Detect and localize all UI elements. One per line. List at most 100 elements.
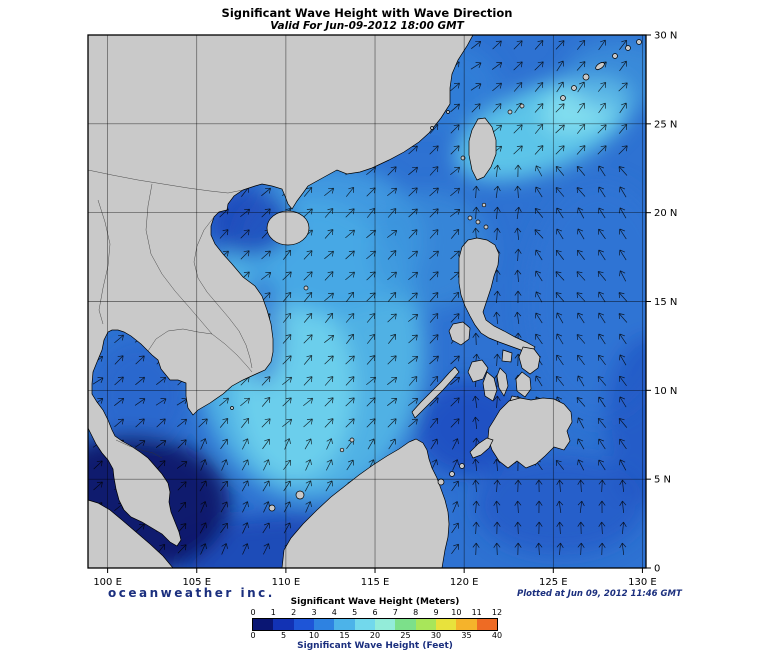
legend-meters-tick: 3 — [311, 608, 317, 617]
wave-direction-arrow — [156, 418, 166, 428]
wave-direction-arrow — [198, 418, 208, 428]
wave-direction-arrow — [493, 206, 501, 220]
wave-direction-arrow — [429, 208, 439, 218]
wave-direction-arrow — [199, 522, 207, 534]
wave-direction-arrow — [619, 521, 627, 535]
wave-direction-arrow — [577, 207, 585, 219]
wave-direction-arrow — [513, 124, 523, 134]
wave-direction-arrow — [325, 312, 334, 323]
wave-direction-arrow — [619, 249, 627, 261]
wave-direction-arrow — [534, 229, 544, 239]
land-masbate-island — [501, 349, 513, 363]
wave-direction-arrow — [261, 250, 271, 260]
legend-color-segment — [313, 619, 335, 630]
wave-direction-arrow — [618, 292, 628, 302]
wave-direction-arrow — [619, 354, 627, 366]
wave-direction-arrow — [598, 186, 606, 198]
wave-direction-arrow — [408, 334, 418, 344]
wave-direction-arrow — [535, 312, 543, 324]
wave-direction-arrow — [450, 397, 460, 407]
legend-color-segment — [415, 619, 436, 630]
wave-direction-arrow — [261, 397, 271, 407]
wave-direction-arrow — [493, 500, 501, 514]
wave-direction-arrow — [556, 542, 564, 556]
wave-direction-arrow — [283, 249, 292, 260]
wave-direction-arrow — [619, 438, 627, 450]
wave-direction-arrow — [408, 418, 418, 428]
legend-color-segment — [334, 619, 355, 630]
wave-direction-arrow — [177, 481, 187, 491]
wave-direction-arrow — [177, 418, 187, 428]
wave-direction-arrow — [619, 60, 627, 72]
wave-direction-arrow — [303, 208, 313, 218]
land-taiwan-island — [468, 117, 497, 181]
wave-direction-arrow — [345, 313, 355, 323]
wave-direction-arrow — [450, 250, 460, 260]
wave-direction-arrow — [619, 459, 627, 471]
legend-color-segment — [456, 619, 477, 630]
wave-direction-arrow — [240, 208, 251, 218]
wave-direction-arrow — [450, 313, 460, 323]
wave-direction-arrow — [219, 397, 229, 407]
wave-direction-arrow — [303, 292, 313, 302]
land-asia-mainland — [88, 35, 474, 547]
wave-direction-arrow — [493, 311, 501, 325]
wave-direction-arrow — [324, 355, 334, 365]
wave-direction-arrow — [556, 500, 564, 513]
legend-meters-tick: 0 — [250, 608, 256, 617]
wave-direction-arrow — [493, 395, 501, 409]
wave-direction-arrow — [492, 82, 502, 92]
wave-direction-arrow — [597, 376, 607, 386]
wave-direction-arrow — [619, 270, 627, 282]
legend-meters-tick: 12 — [491, 608, 503, 617]
wave-direction-arrow — [555, 249, 564, 260]
wave-direction-arrow — [619, 186, 627, 198]
wave-direction-arrow — [429, 375, 439, 386]
wave-direction-arrow — [535, 542, 543, 556]
wave-direction-arrow — [408, 376, 418, 386]
wave-direction-arrow — [556, 521, 564, 535]
wave-direction-arrow — [304, 438, 312, 450]
wave-direction-arrow — [261, 418, 271, 428]
wave-direction-arrow — [303, 187, 313, 197]
wave-direction-arrow — [429, 166, 439, 176]
wave-direction-arrow — [472, 542, 480, 556]
wave-direction-arrow — [493, 290, 501, 304]
wave-direction-arrow — [598, 438, 606, 450]
wave-direction-arrow — [449, 209, 461, 217]
legend-meters-ticks: 0 1 2 3 4 5 6 7 8 9 10 11 12 — [250, 608, 502, 618]
wave-direction-arrow — [282, 418, 293, 427]
wave-direction-arrow — [242, 522, 249, 534]
wave-direction-arrow — [576, 397, 586, 407]
wave-direction-arrow — [303, 313, 313, 323]
wave-direction-arrow — [493, 185, 501, 198]
wave-direction-arrow — [282, 397, 292, 407]
wave-direction-arrow — [472, 416, 480, 430]
wave-direction-arrow — [598, 396, 606, 408]
wave-direction-arrow — [451, 543, 459, 555]
wave-direction-arrow — [576, 166, 586, 176]
wave-direction-arrow — [619, 39, 627, 50]
legend-meters-tick: 5 — [352, 608, 358, 617]
land-mindanao-island — [487, 397, 573, 469]
wave-direction-arrow — [200, 438, 207, 450]
wave-direction-arrow — [535, 375, 543, 387]
wave-direction-arrow — [535, 500, 543, 514]
wave-direction-arrow — [241, 438, 249, 450]
land-luzon-island — [458, 237, 536, 354]
wave-direction-arrow — [345, 376, 355, 386]
wave-direction-arrow — [430, 438, 438, 450]
wave-direction-arrow — [471, 103, 481, 113]
wave-direction-arrow — [303, 355, 313, 365]
wave-direction-arrow — [326, 459, 333, 471]
wave-direction-arrow — [577, 417, 585, 429]
wave-direction-arrow — [408, 292, 418, 302]
lon-tick-label: 100 E — [93, 577, 122, 588]
wave-direction-arrow — [450, 418, 460, 428]
wave-direction-arrow — [514, 269, 522, 283]
legend-meters-tick: 6 — [372, 608, 378, 617]
legend-feet-tick: 20 — [369, 631, 381, 640]
wave-direction-arrow — [577, 102, 585, 114]
wave-direction-arrow — [577, 459, 585, 471]
